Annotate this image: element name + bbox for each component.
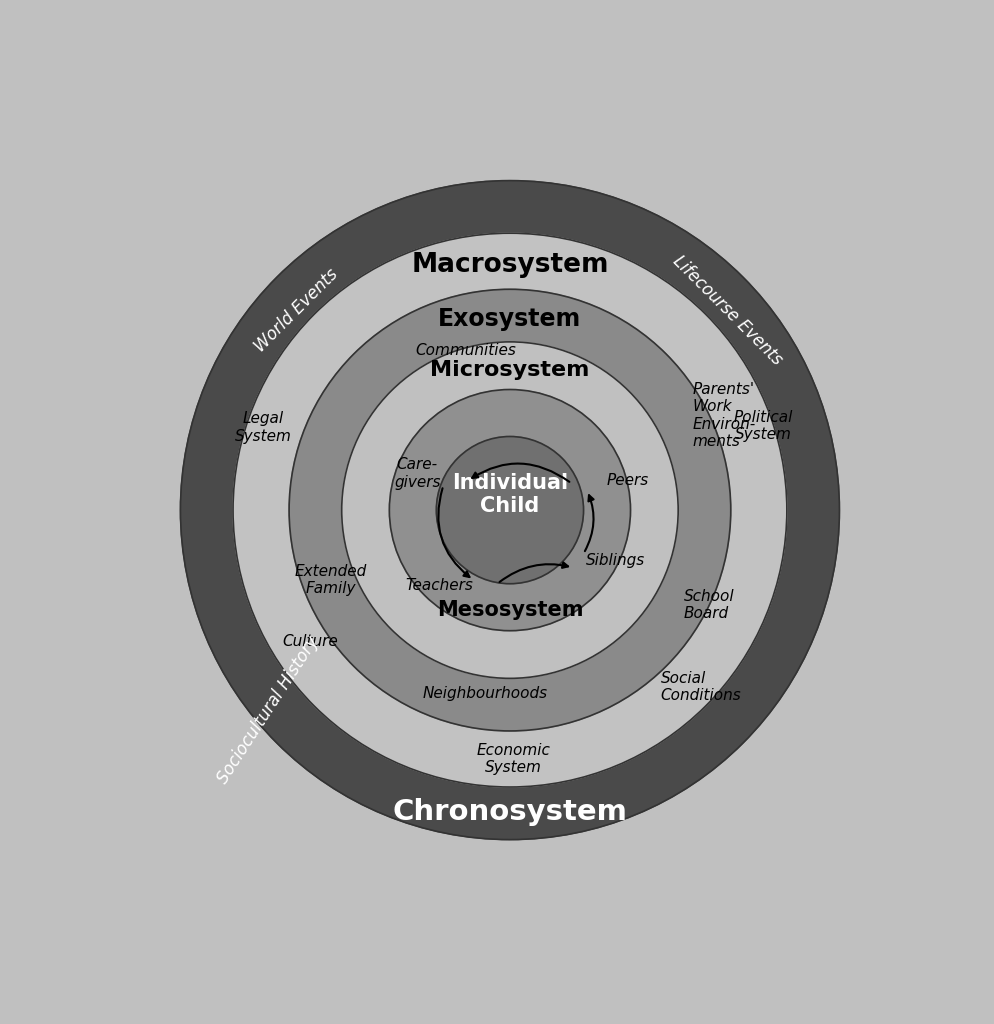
Circle shape — [289, 290, 730, 731]
Text: Sociocultural History: Sociocultural History — [214, 633, 322, 786]
Text: Siblings: Siblings — [585, 553, 644, 568]
Text: Neighbourhoods: Neighbourhoods — [422, 686, 548, 701]
Text: World Events: World Events — [250, 265, 341, 355]
Circle shape — [436, 436, 582, 584]
Text: Mesosystem: Mesosystem — [436, 600, 582, 620]
Circle shape — [341, 342, 678, 678]
Text: Lifecourse Events: Lifecourse Events — [668, 252, 785, 369]
Circle shape — [180, 180, 839, 840]
Text: Legal
System: Legal System — [235, 412, 291, 443]
Text: Parents'
Work
Environ-
ments: Parents' Work Environ- ments — [692, 382, 754, 450]
Text: Teachers: Teachers — [406, 579, 473, 593]
Text: Extended
Family: Extended Family — [295, 564, 367, 596]
Text: Macrosystem: Macrosystem — [411, 252, 608, 278]
Text: Microsystem: Microsystem — [429, 359, 589, 380]
Text: Political
System: Political System — [734, 410, 792, 442]
Text: Culture: Culture — [282, 635, 338, 649]
Text: Individual
Child: Individual Child — [451, 473, 568, 516]
Text: Exosystem: Exosystem — [438, 307, 580, 332]
Text: Communities: Communities — [414, 343, 516, 357]
Circle shape — [389, 389, 630, 631]
Text: Peers: Peers — [606, 473, 648, 488]
Text: Chronosystem: Chronosystem — [392, 798, 627, 825]
Text: Social
Conditions: Social Conditions — [660, 671, 741, 702]
Text: Care-
givers: Care- givers — [394, 458, 440, 489]
Text: School
Board: School Board — [683, 589, 734, 621]
Text: Economic
System: Economic System — [476, 742, 550, 775]
Circle shape — [233, 233, 786, 787]
